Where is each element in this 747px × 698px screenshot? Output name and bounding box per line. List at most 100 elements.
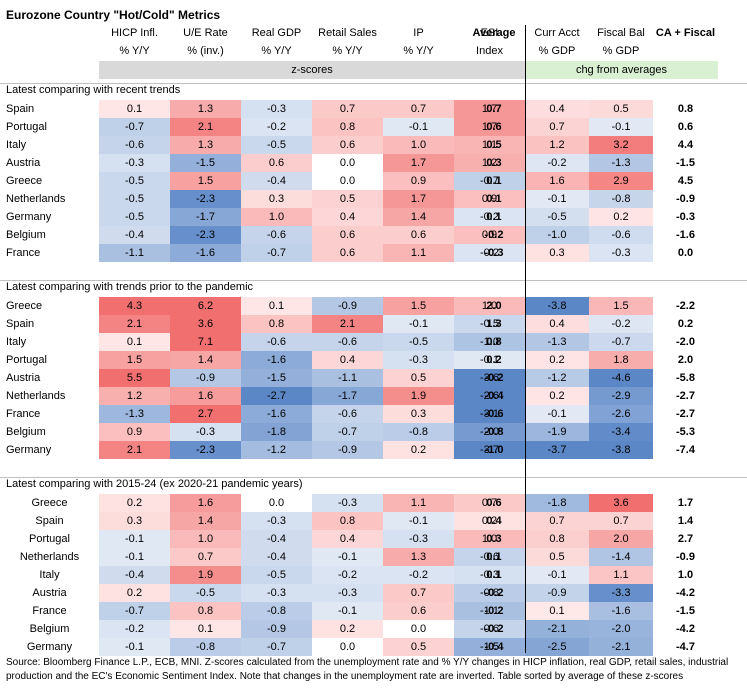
table-row: Austria -0.3 -1.5 0.6 0.0 1.7 1.2 0.3 -0.2 -1.3 -1… <box>0 154 747 172</box>
average-cell: 0.8 <box>486 336 502 348</box>
zscore-cell: -0.1 <box>383 512 454 530</box>
fiscal-bal-cell: -2.9 <box>589 387 653 405</box>
zscore-cell: -0.3 <box>170 423 241 441</box>
table-row: Spain 2.1 3.6 0.8 2.1 -0.1 -0.5 1.3 0.4 -0.2 0.2 <box>0 315 747 333</box>
curr-acct-cell: -0.1 <box>525 405 589 423</box>
zscore-cell: -2.7 <box>241 387 312 405</box>
fiscal-bal-cell: -3.4 <box>589 423 653 441</box>
ca-plus-fiscal-cell: -0.9 <box>676 551 695 563</box>
ca-plus-fiscal-cell: -5.8 <box>676 372 695 384</box>
zscore-cell: -0.7 <box>241 638 312 656</box>
fiscal-bal-cell: 1.8 <box>589 351 653 369</box>
zscore-cell: 0.2 <box>99 494 170 512</box>
country-label: Germany <box>6 211 52 223</box>
zscore-cell: -0.6 <box>99 136 170 154</box>
zscore-cell: 1.7 <box>383 154 454 172</box>
table-row: Portugal -0.1 1.0 -0.4 0.4 -0.3 1.0 0.3 0.8 2.0 2.… <box>0 530 747 548</box>
zscore-cell: 1.9 <box>170 566 241 584</box>
fiscal-bal-cell: -2.6 <box>589 405 653 423</box>
ca-plus-fiscal-cell: -2.2 <box>676 300 695 312</box>
zscore-cell: 1.0 <box>241 208 312 226</box>
fiscal-bal-cell: -3.8 <box>589 441 653 459</box>
curr-acct-cell: -1.8 <box>525 494 589 512</box>
zscore-cell: 1.0 <box>170 530 241 548</box>
curr-acct-cell: 1.6 <box>525 172 589 190</box>
zscore-cell: -0.2 <box>312 566 383 584</box>
zscore-cell: 2.1 <box>312 315 383 333</box>
zscore-cell: 5.5 <box>99 369 170 387</box>
average-cell: -0.3 <box>484 247 504 259</box>
country-label: Spain <box>6 103 35 115</box>
curr-acct-cell: -0.9 <box>525 584 589 602</box>
table-row: France -0.7 0.8 -0.8 -0.1 0.6 -1.1 -0.2 0.1 -1.6 -… <box>0 602 747 620</box>
curr-acct-cell: -3.8 <box>525 297 589 315</box>
zscore-cell: -3.7 <box>454 441 525 459</box>
zscore-cell: 0.8 <box>312 118 383 136</box>
curr-acct-cell: -2.1 <box>525 620 589 638</box>
zscore-cell: -0.5 <box>241 136 312 154</box>
column-header: Fiscal Bal <box>597 27 645 39</box>
zscore-cell: -1.5 <box>170 154 241 172</box>
ca-plus-fiscal-cell: -2.7 <box>676 390 695 402</box>
column-header: Real GDP <box>251 27 302 39</box>
country-label: Belgium <box>29 623 70 635</box>
zscore-cell: 0.0 <box>383 620 454 638</box>
country-label: Portugal <box>6 121 47 133</box>
section-title: Latest comparing with 2015-24 (ex 2020-2… <box>6 478 303 490</box>
curr-acct-cell: 1.2 <box>525 136 589 154</box>
zscore-cell: -0.1 <box>99 638 170 656</box>
curr-acct-cell: -2.5 <box>525 638 589 656</box>
table-row: Austria 5.5 -0.9 -1.5 -1.1 0.5 -3.6 -0.2 -1.2 -4.… <box>0 369 747 387</box>
zscore-cell: -0.3 <box>241 584 312 602</box>
table-row: Portugal -0.7 2.1 -0.2 0.8 -0.1 1.7 0.6 0.7 -0.1 0… <box>0 118 747 136</box>
zscore-cell: -0.7 <box>454 172 525 190</box>
zscore-cell: 0.7 <box>170 548 241 566</box>
column-subheader: % Y/Y <box>261 45 292 57</box>
ca-plus-fiscal-cell: -5.3 <box>676 426 695 438</box>
average-cell: 0.1 <box>486 175 502 187</box>
zscore-cell: -1.7 <box>312 387 383 405</box>
zscore-cell: 1.5 <box>170 172 241 190</box>
column-header: U/E Rate <box>183 27 228 39</box>
zscore-cell: 1.1 <box>383 494 454 512</box>
zscore-cell: 0.2 <box>383 441 454 459</box>
chg-from-averages-band: chg from averages <box>525 61 718 79</box>
zscore-cell: -0.4 <box>241 172 312 190</box>
column-subheader: % (inv.) <box>187 45 224 57</box>
country-label: Italy <box>6 139 27 151</box>
average-cell: 0.3 <box>486 533 502 545</box>
zscore-cell: -0.1 <box>383 118 454 136</box>
country-label: Austria <box>6 157 41 169</box>
zscore-cell: 0.0 <box>312 172 383 190</box>
column-header: HICP Infl. <box>111 27 158 39</box>
zscore-cell: 0.5 <box>383 369 454 387</box>
country-label: Austria <box>32 587 67 599</box>
zscore-cell: 2.1 <box>99 315 170 333</box>
table-row: Belgium 0.9 -0.3 -1.8 -0.7 -0.8 -2.0 -0.8 -1.9 -3… <box>0 423 747 441</box>
average-cell: -0.2 <box>484 229 504 241</box>
country-label: Spain <box>6 318 35 330</box>
zscore-cell: 0.1 <box>99 333 170 351</box>
table-row: Greece -0.5 1.5 -0.4 0.0 0.9 -0.7 0.1 1.6 2.9 4.5 <box>0 172 747 190</box>
fiscal-bal-cell: 2.9 <box>589 172 653 190</box>
fiscal-bal-cell: 1.5 <box>589 297 653 315</box>
column-header: ESI <box>480 27 499 39</box>
average-cell: 0.4 <box>486 515 502 527</box>
table-row: Netherlands -0.1 0.7 -0.4 -0.1 1.3 -0.6 0.1 0.5-… <box>0 548 747 566</box>
table-row: France -1.1 -1.6 -0.7 0.6 1.1 -0.2 -0.3 0.3 -0.3 0… <box>0 244 747 262</box>
zscore-cell: -0.9 <box>241 620 312 638</box>
average-cell: -0.2 <box>484 372 504 384</box>
column-subheader: % GDP <box>602 45 640 57</box>
zscore-cell: 1.5 <box>99 351 170 369</box>
zscore-cell: -0.8 <box>454 584 525 602</box>
fiscal-bal-cell: -0.1 <box>589 118 653 136</box>
zscore-cell: 0.3 <box>241 190 312 208</box>
zscore-cell: -1.6 <box>241 405 312 423</box>
country-label: Germany <box>6 444 52 456</box>
fiscal-bal-cell: -1.6 <box>589 602 653 620</box>
table-row: Greece 0.2 1.6 0.0 -0.3 1.1 0.7 0.6 -1.8 3.6 1.7 <box>0 494 747 512</box>
zscore-cell: -1.6 <box>170 244 241 262</box>
zscore-cell: -1.1 <box>454 602 525 620</box>
country-label: Germany <box>26 641 73 653</box>
zscore-cell: -0.5 <box>99 190 170 208</box>
